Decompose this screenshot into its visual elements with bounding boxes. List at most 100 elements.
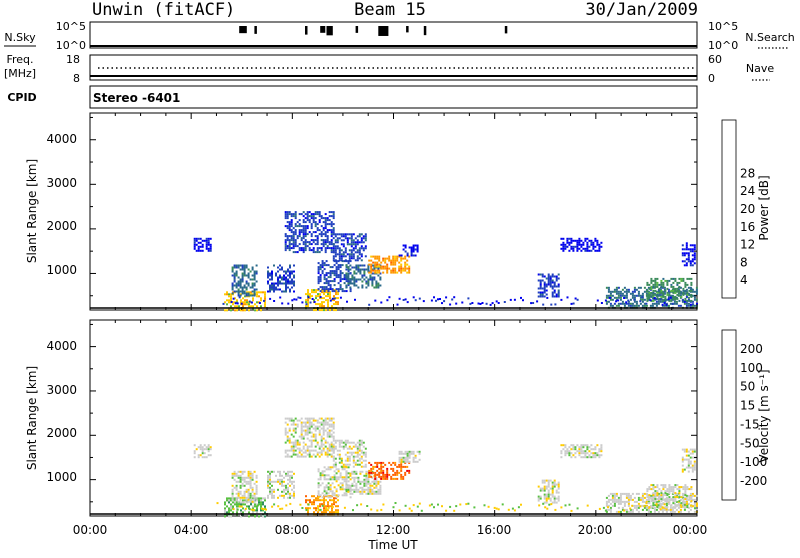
echo-cell [335,274,338,277]
echo-cell [239,480,242,483]
echo-cell [360,465,363,468]
echo-cell [345,264,348,267]
echo-cell [258,499,260,502]
echo-cell [346,241,349,244]
echo-cell [357,490,360,493]
echo-cell [374,269,377,272]
echo-cell [241,264,244,267]
echo-cell [340,239,343,242]
echo-cell [290,441,293,444]
echo-cell [231,292,234,295]
echo-cell [637,492,640,495]
echo-cell [335,309,337,312]
echo-cell [235,486,238,489]
echo-cell [683,503,686,506]
echo-cell [369,484,372,487]
echo-cell [273,490,275,493]
echo-cell [619,494,622,497]
echo-cell [412,504,415,507]
echo-cell [382,257,385,260]
noise-spike [355,26,359,33]
echo-cell [683,264,686,267]
echo-cell [400,255,403,258]
echo-cell [655,290,658,293]
echo-cell [654,277,657,280]
echo-cell [328,223,331,226]
echo-cell [670,498,673,501]
echo-cell [243,264,246,267]
echo-cell [339,476,342,479]
echo-cell [382,267,385,270]
echo-cell [292,435,295,438]
echo-cell [289,282,291,285]
echo-cell [654,283,657,286]
echo-cell [314,439,317,442]
echo-cell [572,448,575,451]
echo-cell [376,465,379,468]
echo-cell [357,488,360,491]
echo-cell [631,294,634,297]
echo-cell [611,494,614,497]
echo-cell [627,290,630,293]
echo-cell [503,301,506,303]
velocity-panel: Slant Range [km] 1000 2000 3000 4000 -20… [25,319,771,518]
echo-cell [357,268,360,271]
echo-cell [289,270,291,273]
echo-cell [226,497,228,500]
echo-cell [336,233,339,236]
echo-cell [356,451,359,454]
echo-cell [629,510,632,513]
echo-cell [285,486,287,489]
echo-cell [685,494,688,497]
echo-cell [668,291,671,294]
echo-cell [332,245,335,248]
echo-cell [655,300,658,303]
echo-cell [380,469,383,472]
echo-cell [335,472,338,475]
echo-cell [386,299,389,302]
echo-cell [310,225,313,228]
echo-cell [649,299,652,302]
echo-cell [537,295,540,298]
echo-cell [586,456,589,459]
echo-cell [572,245,575,248]
echo-cell [408,265,411,268]
echo-cell [543,485,546,488]
echo-cell [238,505,241,508]
echo-cell [365,478,368,481]
echo-cell [370,475,373,478]
echo-cell [197,454,200,457]
echo-cell [288,213,291,216]
echo-cell [336,237,339,240]
echo-cell [319,474,322,477]
echo-cell [356,243,359,246]
echo-cell [676,504,679,507]
echo-cell [296,423,299,426]
echo-cell [331,288,334,291]
echo-cell [609,498,612,501]
echo-cell [263,299,265,302]
echo-cell [551,501,554,504]
echo-cell [547,497,550,500]
echo-cell [332,211,335,214]
echo-cell [298,455,301,458]
echo-cell [367,492,370,495]
echo-cell [294,215,297,218]
echo-cell [343,260,346,263]
echo-cell [289,492,291,495]
echo-cell [332,447,335,450]
echo-cell [629,508,632,511]
echo-cell [197,456,200,459]
echo-cell [404,263,407,266]
echo-cell [306,245,309,248]
echo-cell [683,302,686,305]
echo-cell [359,486,362,489]
echo-cell [369,482,372,485]
echo-cell [674,277,677,280]
echo-cell [621,294,624,297]
echo-cell [672,492,675,495]
echo-cell [340,465,343,468]
echo-cell [291,494,293,497]
echo-cell [615,498,618,501]
echo-cell [355,278,358,281]
